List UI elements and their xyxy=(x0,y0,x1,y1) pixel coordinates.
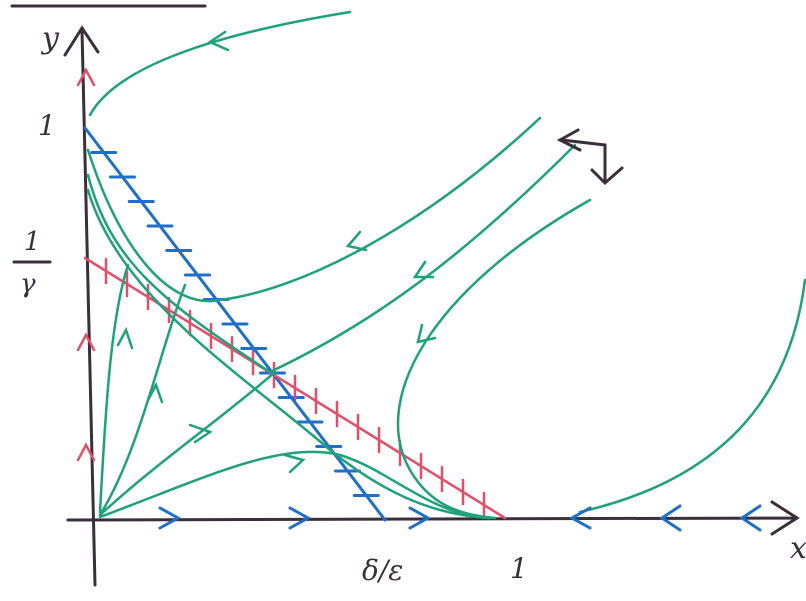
x-axis-label: x xyxy=(790,531,806,566)
arrow xyxy=(345,230,368,252)
arrow xyxy=(146,381,164,404)
arrow xyxy=(76,67,96,462)
trajectory xyxy=(98,370,277,517)
arrow xyxy=(568,504,762,532)
x-axis xyxy=(66,500,800,536)
trajectory xyxy=(86,188,492,520)
arrow xyxy=(283,453,306,474)
x-tick-label: δ/ε xyxy=(362,554,403,587)
x-tick-label: 1 xyxy=(510,552,528,585)
trajectory xyxy=(86,116,542,303)
y-axis-label: y xyxy=(40,21,60,56)
arrow xyxy=(207,30,230,52)
y-axis xyxy=(63,25,100,587)
y-tick-label: 1 xyxy=(24,227,41,257)
y-tick-label: γ xyxy=(20,269,36,299)
arrow xyxy=(188,423,213,444)
trajectory xyxy=(396,198,592,520)
arrow xyxy=(116,326,134,350)
trajectory xyxy=(88,10,352,117)
trajectory xyxy=(578,278,806,514)
trajectory xyxy=(98,263,130,514)
arrow xyxy=(412,260,435,279)
trajectory xyxy=(98,283,187,517)
arrow xyxy=(158,506,432,530)
nullcline-hatches xyxy=(90,151,486,519)
trajectory xyxy=(86,143,577,374)
red-nullcline xyxy=(83,256,507,520)
trajectory xyxy=(98,450,492,520)
y-tick-label: 1 xyxy=(38,109,56,142)
blue-nullcline xyxy=(83,126,387,522)
arrow xyxy=(416,323,437,344)
direction-sign xyxy=(556,128,624,186)
